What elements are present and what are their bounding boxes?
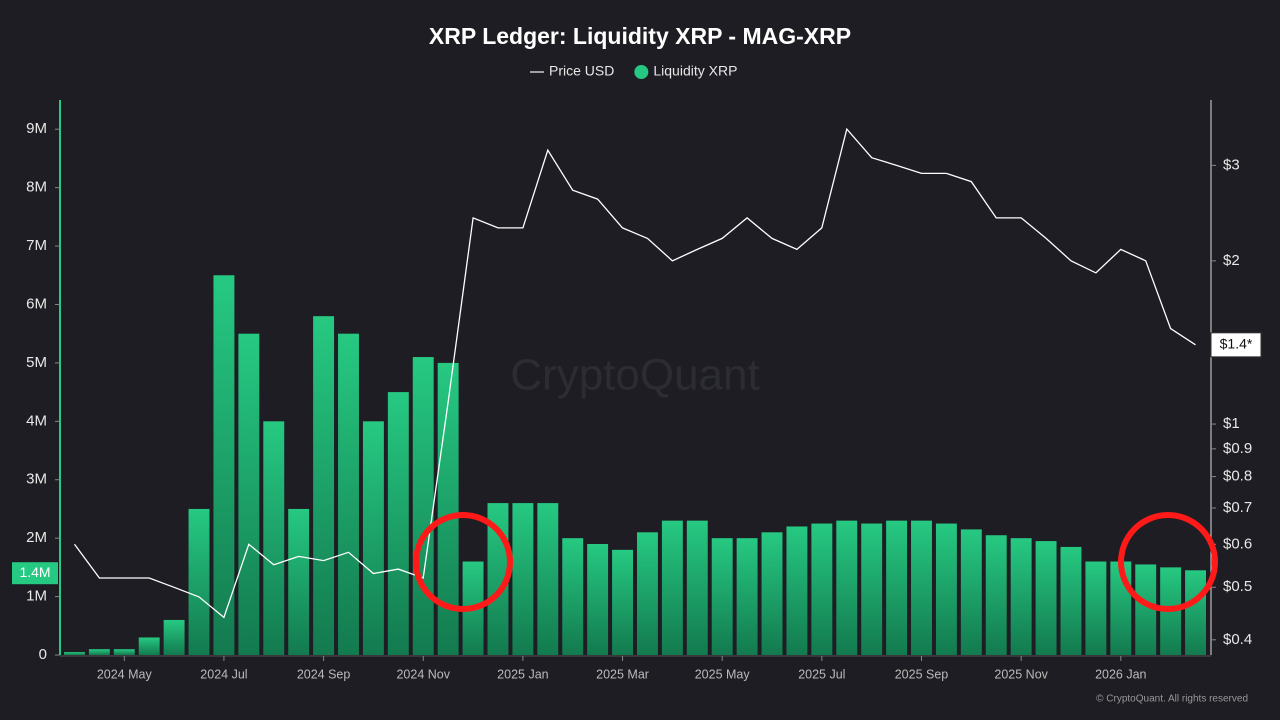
current-value-label: $1.4* bbox=[1220, 336, 1253, 352]
bar bbox=[1135, 564, 1157, 655]
bar bbox=[1185, 570, 1207, 655]
y2-tick-label: $0.6 bbox=[1223, 535, 1252, 552]
y2-tick-label: $0.8 bbox=[1223, 468, 1252, 485]
current-value-badge bbox=[1210, 332, 1262, 358]
y-tick-label: 8M bbox=[26, 179, 47, 196]
bar bbox=[911, 520, 932, 655]
x-tick-label: 2025 Jul bbox=[798, 667, 845, 681]
bar bbox=[587, 544, 609, 655]
bar bbox=[935, 523, 957, 655]
bar bbox=[412, 357, 434, 655]
x-tick-label: 2024 Nov bbox=[396, 667, 450, 681]
current-value-badge bbox=[12, 562, 58, 585]
y-tick-label: 3M bbox=[26, 471, 47, 488]
bar bbox=[188, 508, 210, 655]
y-tick-label: 5M bbox=[26, 354, 47, 371]
bar bbox=[736, 538, 758, 655]
bar bbox=[861, 523, 883, 655]
bar bbox=[661, 520, 683, 655]
bar bbox=[612, 549, 634, 655]
bar bbox=[786, 526, 808, 655]
bar bbox=[362, 421, 384, 655]
legend-label: Price USD bbox=[549, 63, 614, 79]
y-tick-label: 4M bbox=[26, 412, 47, 429]
y2-tick-label: $0.5 bbox=[1223, 578, 1252, 595]
bar bbox=[1035, 541, 1057, 655]
x-tick-label: 2025 Nov bbox=[994, 667, 1048, 681]
bar bbox=[886, 520, 908, 655]
bar bbox=[985, 535, 1007, 655]
legend-label: Liquidity XRP bbox=[653, 63, 737, 79]
x-tick-label: 2024 Jul bbox=[200, 667, 247, 681]
copyright: © CryptoQuant. All rights reserved bbox=[1096, 694, 1248, 705]
y2-tick-label: $0.9 bbox=[1223, 440, 1252, 457]
x-tick-label: 2024 May bbox=[97, 667, 153, 681]
bar bbox=[960, 529, 982, 655]
x-tick-label: 2024 Sep bbox=[297, 667, 351, 681]
x-tick-label: 2025 May bbox=[695, 667, 751, 681]
highlight-circle bbox=[413, 512, 513, 612]
bar bbox=[811, 523, 833, 655]
watermark: CryptoQuant bbox=[510, 351, 759, 400]
bar bbox=[238, 333, 260, 655]
bar bbox=[636, 532, 658, 655]
y-tick-label: 9M bbox=[26, 120, 47, 137]
y2-tick-label: $1 bbox=[1223, 415, 1240, 432]
x-tick-label: 2025 Mar bbox=[596, 667, 649, 681]
bar bbox=[163, 619, 185, 655]
bar bbox=[288, 508, 310, 655]
bar bbox=[761, 532, 783, 655]
highlight-circle bbox=[1118, 512, 1218, 612]
bar bbox=[836, 520, 858, 655]
price-line bbox=[73, 127, 1196, 619]
y2-tick-label: $3 bbox=[1223, 156, 1240, 173]
bar bbox=[313, 316, 335, 655]
x-tick-label: 2026 Jan bbox=[1095, 667, 1146, 681]
current-value-label: 1.4M bbox=[19, 564, 50, 580]
y-tick-label: 2M bbox=[26, 529, 47, 546]
x-tick-label: 2025 Jan bbox=[497, 667, 548, 681]
y2-tick-label: $0.7 bbox=[1223, 499, 1252, 516]
bar bbox=[138, 637, 160, 655]
bar bbox=[88, 649, 110, 655]
bar bbox=[213, 275, 235, 655]
bar bbox=[263, 421, 285, 655]
bar bbox=[113, 649, 135, 655]
bar bbox=[562, 538, 584, 655]
bar bbox=[63, 652, 85, 655]
y-tick-label: 1M bbox=[26, 588, 47, 605]
bar bbox=[338, 333, 359, 655]
y2-tick-label: $2 bbox=[1223, 252, 1240, 269]
bar bbox=[1010, 538, 1032, 655]
bar bbox=[686, 520, 708, 655]
chart-title: XRP Ledger: Liquidity XRP - MAG-XRP bbox=[429, 23, 851, 49]
y-tick-label: 7M bbox=[26, 237, 47, 254]
y-tick-label: 0 bbox=[39, 646, 47, 663]
bar bbox=[512, 503, 534, 655]
bar bbox=[1085, 561, 1107, 655]
x-tick-label: 2025 Sep bbox=[895, 667, 949, 681]
legend: Price USD Liquidity XRP bbox=[530, 63, 737, 79]
bar bbox=[1060, 546, 1082, 655]
y2-tick-label: $0.4 bbox=[1223, 631, 1252, 648]
bar bbox=[537, 503, 559, 655]
legend-dot bbox=[634, 65, 649, 79]
y-tick-label: 6M bbox=[26, 295, 47, 312]
bar bbox=[711, 538, 733, 655]
bar bbox=[387, 392, 409, 655]
